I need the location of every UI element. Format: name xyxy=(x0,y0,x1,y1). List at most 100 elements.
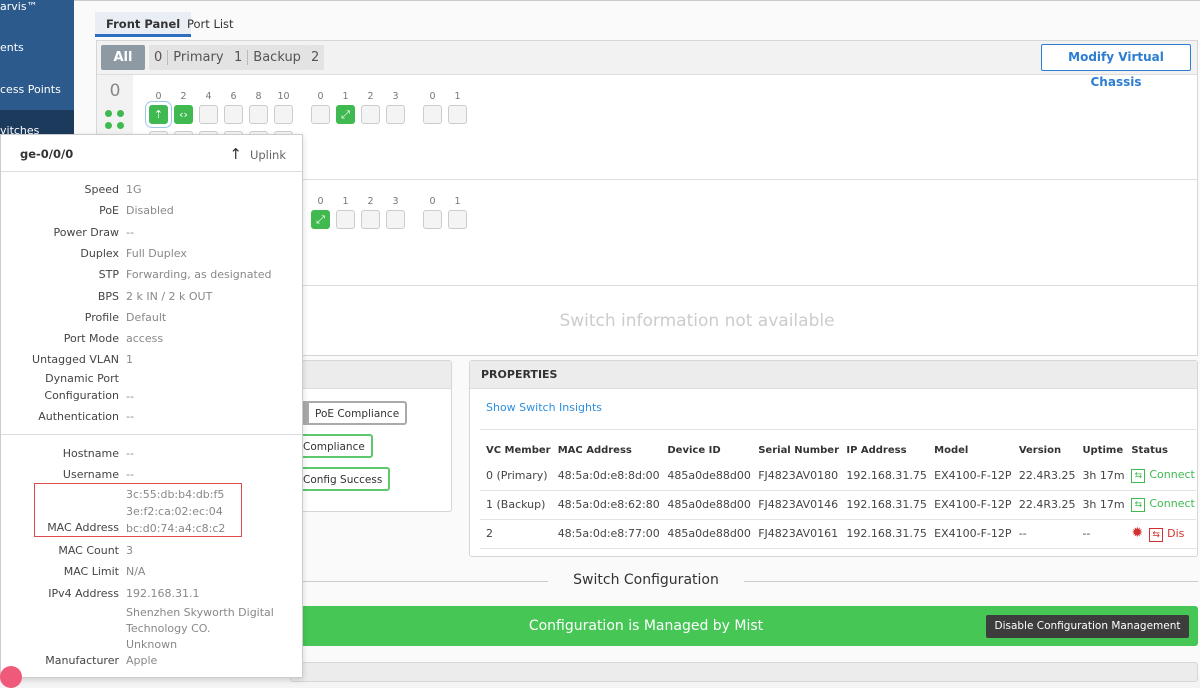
table-cell: 22.4R3.25 xyxy=(1012,461,1077,491)
port-label: 2 xyxy=(367,196,374,207)
port-name: ge-0/0/0 xyxy=(20,147,74,161)
sidebar-item-marvis[interactable]: arvis™ xyxy=(0,0,38,13)
compliance-button[interactable]: Compliance xyxy=(295,434,373,458)
table-cell: 3h 17m xyxy=(1076,461,1126,491)
row-label: BPS xyxy=(97,289,119,303)
port[interactable] xyxy=(423,105,442,124)
port-label: 0 xyxy=(317,196,324,207)
port[interactable] xyxy=(386,210,405,229)
port[interactable] xyxy=(423,210,442,229)
port[interactable]: ⇡ xyxy=(145,101,172,128)
table-cell: 22.4R3.25 xyxy=(1012,490,1077,520)
row-value: Forwarding, as designated xyxy=(126,268,272,282)
row-value: Disabled xyxy=(126,204,174,218)
port-label: 0 xyxy=(429,91,436,102)
port-role-label: Uplink xyxy=(249,148,286,162)
filter-all-button[interactable]: All xyxy=(101,45,145,70)
sidebar-item-access-points[interactable]: cess Points xyxy=(0,83,61,96)
row-value: Technology CO. xyxy=(126,622,211,635)
port-label: 8 xyxy=(255,91,262,102)
row-value: -- xyxy=(126,225,134,239)
divider xyxy=(480,429,1196,430)
sidebar-item-clients[interactable]: ents xyxy=(0,41,24,54)
table-cell: 3h 17m xyxy=(1076,490,1126,520)
port[interactable] xyxy=(448,105,467,124)
disable-config-management-button[interactable]: Disable Configuration Management xyxy=(986,615,1189,638)
table-cell: 192.168.31.75 xyxy=(840,490,929,520)
card-header xyxy=(291,361,451,389)
member-filter: All 0 Primary 1 Backup 2 Modify Virtual Ch… xyxy=(97,41,1197,89)
port[interactable] xyxy=(274,105,293,124)
table-row[interactable]: 2 48:5a:0d:e8:77:00 485a0de88d00 FJ4823AV01… xyxy=(480,519,1196,549)
help-bubble[interactable] xyxy=(0,666,22,688)
port[interactable] xyxy=(336,210,355,229)
properties-title: PROPERTIES xyxy=(470,361,1197,389)
divider xyxy=(300,581,548,582)
compliance-card: PoE Compliance Compliance Config Success xyxy=(290,360,452,512)
filter-member-1[interactable]: 1 Backup xyxy=(229,45,306,70)
banner-text: Configuration is Managed by Mist xyxy=(528,618,764,634)
table-cell: ⇆ Connect xyxy=(1125,461,1196,491)
port[interactable]: ⤢ xyxy=(336,105,355,124)
port-label: 1 xyxy=(454,196,461,207)
table-row[interactable]: 1 (Backup) 48:5a:0d:e8:62:80 485a0de88d00 F… xyxy=(480,490,1196,520)
port[interactable] xyxy=(311,105,330,124)
table-cell: 485a0de88d00 xyxy=(661,490,753,520)
row-value: 1 xyxy=(126,353,133,367)
table-cell: 485a0de88d00 xyxy=(661,461,753,491)
trunk-icon: ‹› xyxy=(179,108,188,121)
port[interactable] xyxy=(361,210,380,229)
config-managed-banner: Configuration is Managed by Mist Disable… xyxy=(290,606,1198,646)
row-label: Port Mode xyxy=(63,332,119,346)
port-label: 4 xyxy=(205,91,212,102)
show-switch-insights-link[interactable]: Show Switch Insights xyxy=(486,401,603,414)
port[interactable] xyxy=(448,210,467,229)
divider xyxy=(1,434,302,435)
port[interactable] xyxy=(224,105,243,124)
mac-value: bc:d0:74:a4:c8:c2 xyxy=(126,522,226,535)
table-cell: 485a0de88d00 xyxy=(661,519,753,549)
port-label: 0 xyxy=(317,91,324,102)
table-row[interactable]: 0 (Primary) 48:5a:0d:e8:8d:00 485a0de88d00… xyxy=(480,461,1196,491)
member-role: Backup xyxy=(253,50,301,65)
row-label: STP xyxy=(98,268,119,282)
modify-virtual-chassis-button[interactable]: Modify Virtual Chassis xyxy=(1041,44,1191,89)
port-label: 1 xyxy=(454,91,461,102)
table-cell: 192.168.31.75 xyxy=(840,461,929,491)
row-label: Untagged VLAN xyxy=(32,353,119,367)
status-dot xyxy=(105,122,112,129)
port[interactable]: ⤢ xyxy=(311,210,330,229)
port[interactable] xyxy=(386,105,405,124)
filter-member-0[interactable]: 0 Primary xyxy=(149,45,229,70)
config-success-button[interactable]: Config Success xyxy=(295,467,391,491)
filter-member-2[interactable]: 2 xyxy=(306,45,325,70)
tab-front-panel[interactable]: Front Panel xyxy=(95,12,192,37)
table-cell: 48:5a:0d:e8:8d:00 xyxy=(551,461,662,491)
table-cell: EX4100-F-12P xyxy=(928,490,1013,520)
switch-configuration-heading: Switch Configuration xyxy=(573,572,719,588)
member-number: 2 xyxy=(311,50,320,65)
properties-table: VC Member MAC Address Device ID Serial Numb… xyxy=(480,439,1196,549)
tab-port-list[interactable]: Port List xyxy=(187,17,234,31)
row-label: Manufacturer xyxy=(45,654,119,667)
port[interactable]: ‹› xyxy=(174,105,193,124)
port[interactable] xyxy=(361,105,380,124)
table-cell: 48:5a:0d:e8:62:80 xyxy=(551,490,662,520)
status-dot xyxy=(105,110,112,117)
port[interactable] xyxy=(199,105,218,124)
row-value: 192.168.31.1 xyxy=(126,586,200,600)
poe-compliance-button[interactable]: PoE Compliance xyxy=(301,401,408,425)
port[interactable] xyxy=(249,105,268,124)
table-cell: 48:5a:0d:e8:77:00 xyxy=(551,519,662,549)
status-text: Connect xyxy=(1149,467,1195,481)
column-header: VC Member xyxy=(486,444,551,456)
table-cell: 1 (Backup) xyxy=(480,490,552,520)
table-cell: EX4100-F-12P xyxy=(928,519,1013,549)
port-role: ↑ Uplink xyxy=(229,145,286,163)
row-value: access xyxy=(126,332,164,346)
status-text: Dis xyxy=(1167,527,1185,540)
link-icon: ⤢ xyxy=(341,108,350,121)
row-label: Authentication xyxy=(38,410,119,423)
table-cell: FJ4823AV0161 xyxy=(752,519,841,549)
alert-icon: ✹ xyxy=(1131,525,1144,541)
